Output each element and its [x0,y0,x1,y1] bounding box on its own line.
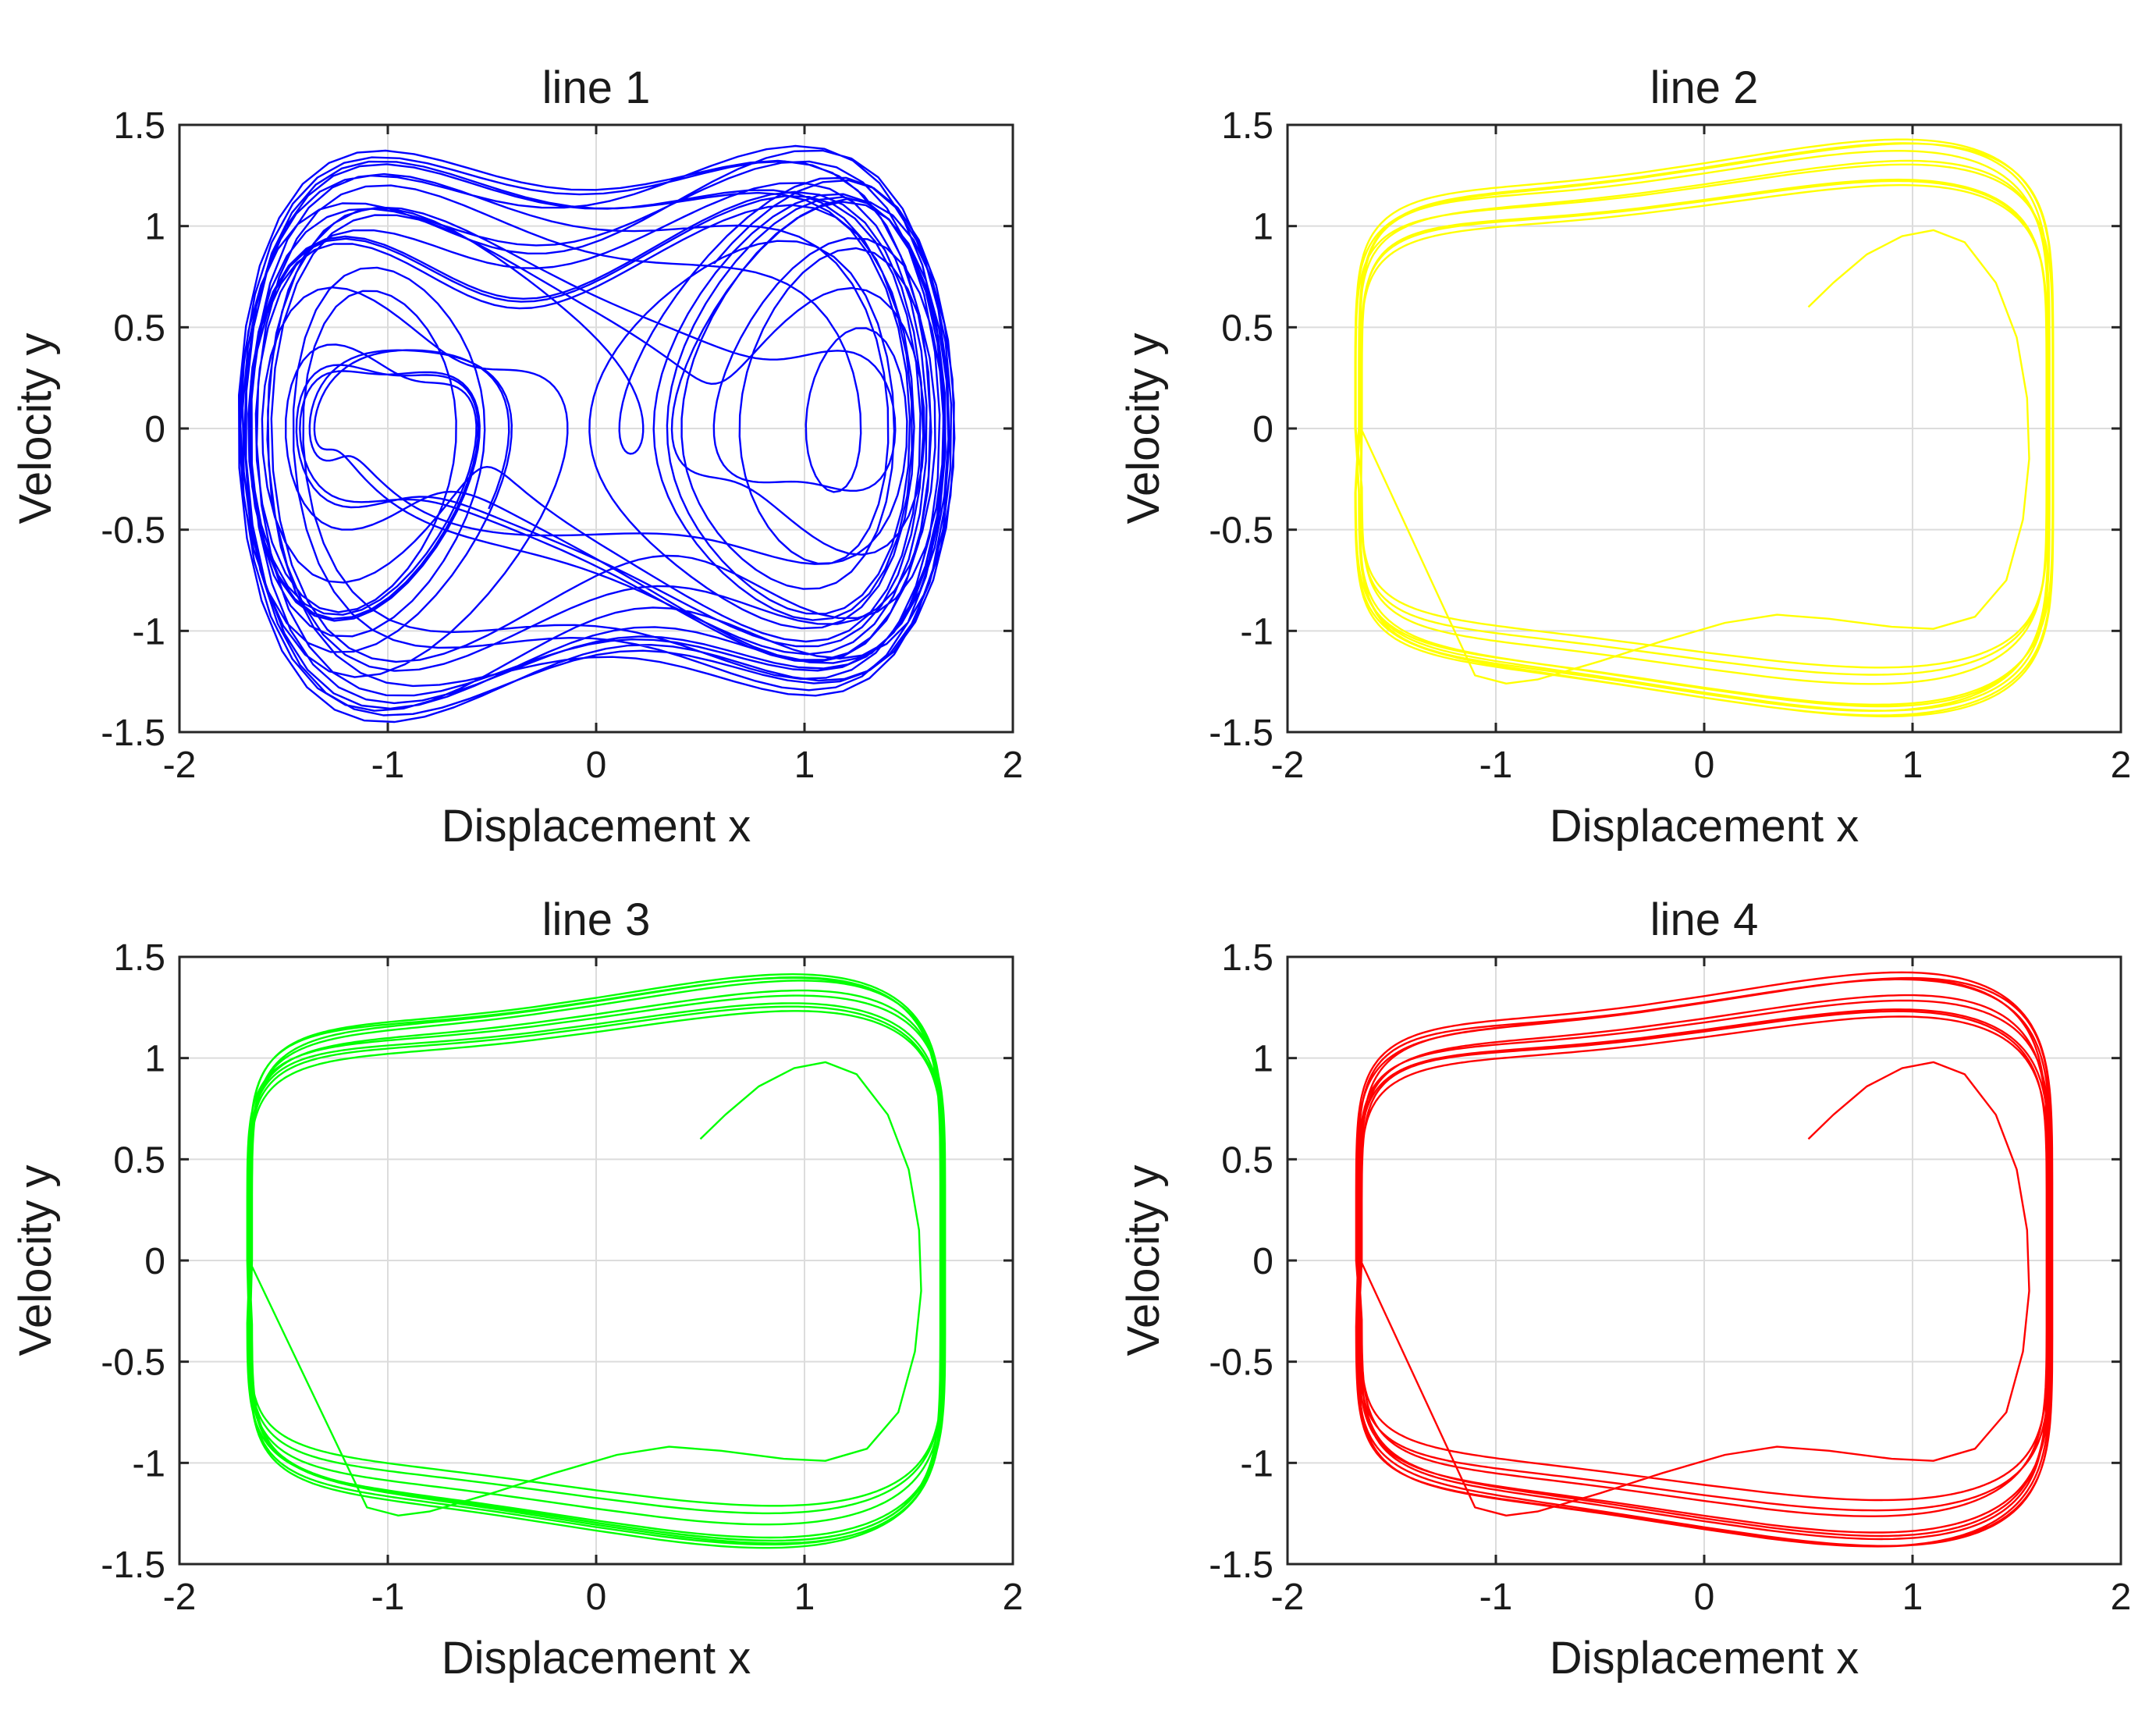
x-tick-label: 0 [1694,1577,1715,1618]
y-tick-label: -0.5 [101,1342,165,1384]
x-tick-label: -1 [1479,1577,1513,1618]
x-tick-label: 1 [794,1577,815,1618]
y-axis-label: Velocity y [1118,333,1169,524]
y-tick-label: 0 [1252,1241,1273,1282]
subplot-3: -2 -1 0 1 2 -1.5 -1 -0.5 0 0.5 1 1.5 line 3 Displacem… [10,894,1023,1684]
subplot-2: -2 -1 0 1 2 -1.5 -1 -0.5 0 0.5 1 1.5 line 2 Displacem… [1118,62,2131,852]
series-line-4 [1355,971,2054,1548]
y-tick-label: 1 [144,207,165,248]
subplot-title: line 3 [542,894,651,945]
x-tick-label: 2 [2111,745,2132,786]
x-tick-label: -2 [163,745,197,786]
y-tick-label: -0.5 [1209,1342,1273,1384]
y-tick-label: 0.5 [1221,308,1273,349]
x-tick-label: -2 [1271,745,1305,786]
x-tick-label: -1 [371,1577,405,1618]
x-axis-label: Displacement x [442,1633,751,1684]
y-tick-label: -1.5 [101,713,165,754]
y-tick-label: 1.5 [113,105,165,147]
x-tick-label: 2 [1003,1577,1024,1618]
y-tick-label: -1.5 [101,1545,165,1586]
x-tick-label: 1 [794,745,815,786]
subplot-title: line 1 [542,62,651,113]
y-tick-label: -0.5 [101,510,165,552]
y-tick-label: 0.5 [1221,1140,1273,1181]
y-tick-label: -1 [132,1443,165,1484]
y-tick-label: 1 [1252,207,1273,248]
x-axis-label: Displacement x [1550,801,1859,852]
y-tick-label: 1 [1252,1039,1273,1080]
y-tick-label: 0.5 [113,1140,165,1181]
y-tick-label: 0 [144,409,165,450]
x-tick-label: 2 [2111,1577,2132,1618]
x-tick-label: -2 [1271,1577,1305,1618]
x-axis-label: Displacement x [1550,1633,1859,1684]
y-tick-label: 0 [1252,409,1273,450]
series-line-2 [1354,138,2055,718]
y-tick-label: 0 [144,1241,165,1282]
y-tick-label: -1 [1240,1443,1273,1484]
y-tick-label: -1.5 [1209,713,1273,754]
x-tick-label: 0 [586,1577,607,1618]
x-tick-label: -1 [371,745,405,786]
x-tick-label: -2 [163,1577,197,1618]
subplot-1: -2 -1 0 1 2 -1.5 -1 -0.5 0 0.5 1 1.5 line 1 Displacem… [10,62,1023,852]
series-line-1 [238,144,956,724]
y-tick-label: -1 [132,611,165,652]
x-axis-label: Displacement x [442,801,751,852]
y-axis-label: Velocity y [1118,1165,1169,1356]
y-tick-label: -1.5 [1209,1545,1273,1586]
series-line-3 [246,973,947,1549]
y-axis-label: Velocity y [10,333,61,524]
subplot-4: -2 -1 0 1 2 -1.5 -1 -0.5 0 0.5 1 1.5 line 4 Displacem… [1118,894,2131,1684]
y-tick-label: 1 [144,1039,165,1080]
y-tick-label: 1.5 [113,937,165,979]
x-tick-label: 0 [586,745,607,786]
x-tick-label: 2 [1003,745,1024,786]
y-tick-label: -0.5 [1209,510,1273,552]
subplot-title: line 2 [1650,62,1759,113]
x-tick-label: 0 [1694,745,1715,786]
y-tick-label: -1 [1240,611,1273,652]
x-tick-label: 1 [1902,745,1923,786]
x-tick-label: 1 [1902,1577,1923,1618]
y-axis-label: Velocity y [10,1165,61,1356]
y-tick-label: 1.5 [1221,105,1273,147]
y-tick-label: 0.5 [113,308,165,349]
subplot-title: line 4 [1650,894,1759,945]
x-tick-label: -1 [1479,745,1513,786]
y-tick-label: 1.5 [1221,937,1273,979]
